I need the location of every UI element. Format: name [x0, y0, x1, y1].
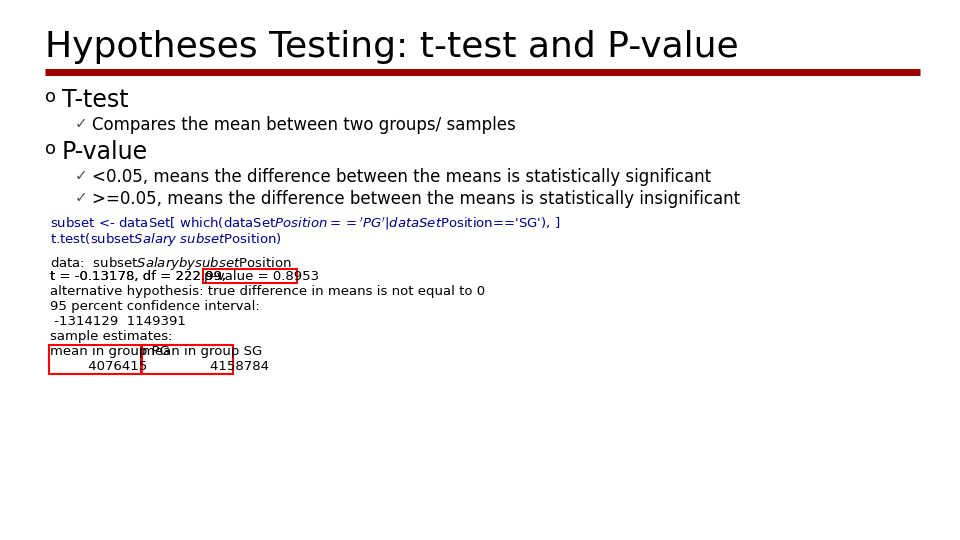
Text: t = -0.13178, df = 222.99,: t = -0.13178, df = 222.99, [50, 270, 230, 283]
Text: >=0.05, means the difference between the means is statistically insignificant: >=0.05, means the difference between the… [92, 190, 740, 208]
Text: ✓: ✓ [75, 168, 87, 183]
Text: data:  subset$Salary by subset$Position: data: subset$Salary by subset$Position [50, 255, 292, 272]
Text: Compares the mean between two groups/ samples: Compares the mean between two groups/ sa… [92, 116, 516, 134]
Text: 95 percent confidence interval:: 95 percent confidence interval: [50, 300, 260, 313]
Text: p-value = 0.8953: p-value = 0.8953 [204, 270, 320, 283]
Text: alternative hypothesis: true difference in means is not equal to 0: alternative hypothesis: true difference … [50, 285, 485, 298]
Text: P-value: P-value [62, 140, 148, 164]
Text: ✓: ✓ [75, 190, 87, 205]
Text: t.test(subset$Salary~subset$Position): t.test(subset$Salary~subset$Position) [50, 231, 282, 248]
Text: o: o [45, 140, 56, 158]
Text: -1314129  1149391: -1314129 1149391 [50, 315, 186, 328]
Text: subset <- dataSet[ which(dataSet$Position=='PG' |   dataSet$Position=='SG'), ]: subset <- dataSet[ which(dataSet$Positio… [50, 215, 561, 232]
Text: <0.05, means the difference between the means is statistically significant: <0.05, means the difference between the … [92, 168, 711, 186]
Text: mean in group SG: mean in group SG [141, 345, 262, 358]
Text: t = -0.13178, df = 222.99,: t = -0.13178, df = 222.99, [50, 270, 230, 283]
Text: mean in group PG: mean in group PG [50, 345, 170, 358]
Text: 4158784: 4158784 [141, 360, 269, 373]
Text: 4076415: 4076415 [50, 360, 147, 373]
Text: ✓: ✓ [75, 116, 87, 131]
Text: sample estimates:: sample estimates: [50, 330, 173, 343]
Text: Hypotheses Testing: t-test and P-value: Hypotheses Testing: t-test and P-value [45, 30, 738, 64]
Text: o: o [45, 88, 56, 106]
Text: T-test: T-test [62, 88, 129, 112]
